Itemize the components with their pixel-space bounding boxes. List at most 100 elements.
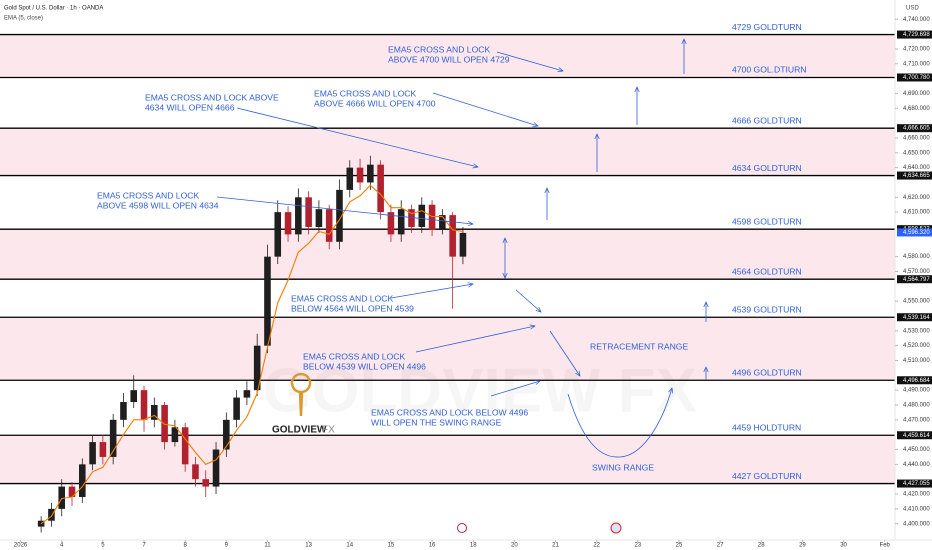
y-tick-label: 4,640.000 xyxy=(903,165,930,171)
candle-body xyxy=(459,232,467,257)
candle-body xyxy=(387,212,395,235)
x-tick-label: 5 xyxy=(101,543,105,549)
arrow xyxy=(490,381,540,397)
y-tick-label: 4,680.000 xyxy=(903,106,930,112)
candle-body xyxy=(48,508,55,521)
candle-body xyxy=(99,442,107,457)
x-tick-label: Feb xyxy=(880,543,891,549)
x-tick-label: 11 xyxy=(264,543,271,549)
candle-body xyxy=(418,204,426,227)
y-tick-label: 4,580.000 xyxy=(903,254,930,260)
candle-body xyxy=(130,390,138,403)
arrow xyxy=(515,289,541,312)
level-price: 4,496.684 xyxy=(903,378,930,384)
annotations: 4729 GOLDTURN 4700 GOL.DTIURN 4666 GOLDTUR… xyxy=(97,22,807,481)
x-tick-label: 30 xyxy=(840,543,847,549)
x-tick-label: 15 xyxy=(388,543,395,549)
y-tick-label: 4,410.000 xyxy=(903,506,930,512)
arrow xyxy=(390,284,473,299)
x-tick-label: 8 xyxy=(184,543,188,549)
last-price: 4,596.320 xyxy=(903,230,930,236)
candle-body xyxy=(408,209,415,227)
y-tick-label: 4,550.000 xyxy=(903,299,930,305)
candle-body xyxy=(233,397,240,420)
level-price: 4,634.665 xyxy=(903,173,930,179)
candle-body xyxy=(140,390,148,420)
annotation: EMA5 CROSS AND LOCK xyxy=(314,88,416,98)
x-tick-label: 29 xyxy=(799,543,806,549)
y-tick-label: 4,690.000 xyxy=(903,91,930,97)
annotation: EMA5 CROSS AND LOCK xyxy=(303,351,405,361)
candle-body xyxy=(356,167,364,183)
level-name: 4729 GOLDTURN xyxy=(732,22,802,32)
annotation: EMA5 CROSS AND LOCK xyxy=(291,293,393,303)
level-price: 4,427.055 xyxy=(903,481,930,487)
candle-body xyxy=(68,486,76,497)
x-tick-label: 22 xyxy=(593,543,600,549)
y-tick-label: 4,520.000 xyxy=(903,343,930,349)
last-price-box xyxy=(897,228,932,237)
x-tick-label: 23 xyxy=(634,543,641,549)
candle-body xyxy=(449,215,456,257)
candle-body xyxy=(243,390,251,398)
candle-body xyxy=(305,197,312,227)
level-band xyxy=(0,34,895,78)
candle-body xyxy=(367,164,374,183)
level-price-box xyxy=(897,30,932,39)
x-tick-label: 14 xyxy=(346,543,353,549)
x-tick-label: 9 xyxy=(225,543,229,549)
candle-body xyxy=(264,256,271,346)
annotation: BELOW 4539 WILL OPEN 4496 xyxy=(303,361,426,371)
arrow xyxy=(496,51,563,71)
candle-body xyxy=(58,486,66,509)
logo-suffix: FX xyxy=(322,425,335,436)
level-price-box xyxy=(897,376,932,385)
candle-body xyxy=(428,204,436,230)
candle-body xyxy=(274,212,282,257)
level-band xyxy=(0,128,895,176)
y-tick-label: 4,420.000 xyxy=(903,492,930,498)
candle-body xyxy=(171,427,179,443)
candle-body xyxy=(151,405,158,420)
x-tick-label: 21 xyxy=(552,543,559,549)
x-tick-label: 2026 xyxy=(14,543,28,549)
annotation: ABOVE 4666 WILL OPEN 4700 xyxy=(314,98,436,108)
candle-body xyxy=(325,209,333,242)
candle-body xyxy=(439,215,446,230)
annotation: 4634 WILL OPEN 4666 xyxy=(145,102,235,112)
arrow xyxy=(236,107,478,167)
y-tick-label: 4,720.000 xyxy=(903,47,930,53)
levels xyxy=(0,33,895,485)
event-icon xyxy=(610,522,622,534)
level-name: 4564 GOLDTURN xyxy=(732,266,802,276)
arrows xyxy=(216,39,706,458)
candle-body xyxy=(295,197,302,235)
y-tick-label: 4,400.000 xyxy=(903,521,930,527)
candle-body xyxy=(253,345,261,391)
x-tick-label: 20 xyxy=(511,543,518,549)
logo: GOLDVIEW FX xyxy=(272,372,335,436)
arrow xyxy=(415,326,535,353)
candles xyxy=(37,155,467,533)
axes: 4,400.000 4,410.000 4,420.000 4,440.000 4,45… xyxy=(14,17,932,549)
level-name: 4459 HOLDTURN xyxy=(732,422,801,432)
logo-icon xyxy=(290,372,312,417)
indicator-label: EMA (5, close) xyxy=(4,16,43,22)
x-tick-label: 7 xyxy=(142,543,146,549)
level-price: 4,539.164 xyxy=(903,315,930,321)
level-name: 4666 GOLDTURN xyxy=(732,115,802,125)
candle-body xyxy=(315,209,323,227)
level-price: 4,459.614 xyxy=(903,433,930,439)
level-price-box xyxy=(897,124,932,133)
candle-body xyxy=(336,189,343,242)
level-band xyxy=(0,317,895,381)
event-icon xyxy=(457,523,467,533)
candle-body xyxy=(223,419,230,450)
level-name: 4700 GOL.DTIURN xyxy=(732,65,807,75)
y-tick-label: 4,650.000 xyxy=(903,150,930,156)
annotation: ABOVE 4598 WILL OPEN 4634 xyxy=(97,200,219,210)
y-tick-label: 4,450.000 xyxy=(903,447,930,453)
annotation: EMA5 CROSS AND LOCK xyxy=(388,44,490,54)
y-tick-label: 4,490.000 xyxy=(903,388,930,394)
arrow xyxy=(432,92,538,126)
